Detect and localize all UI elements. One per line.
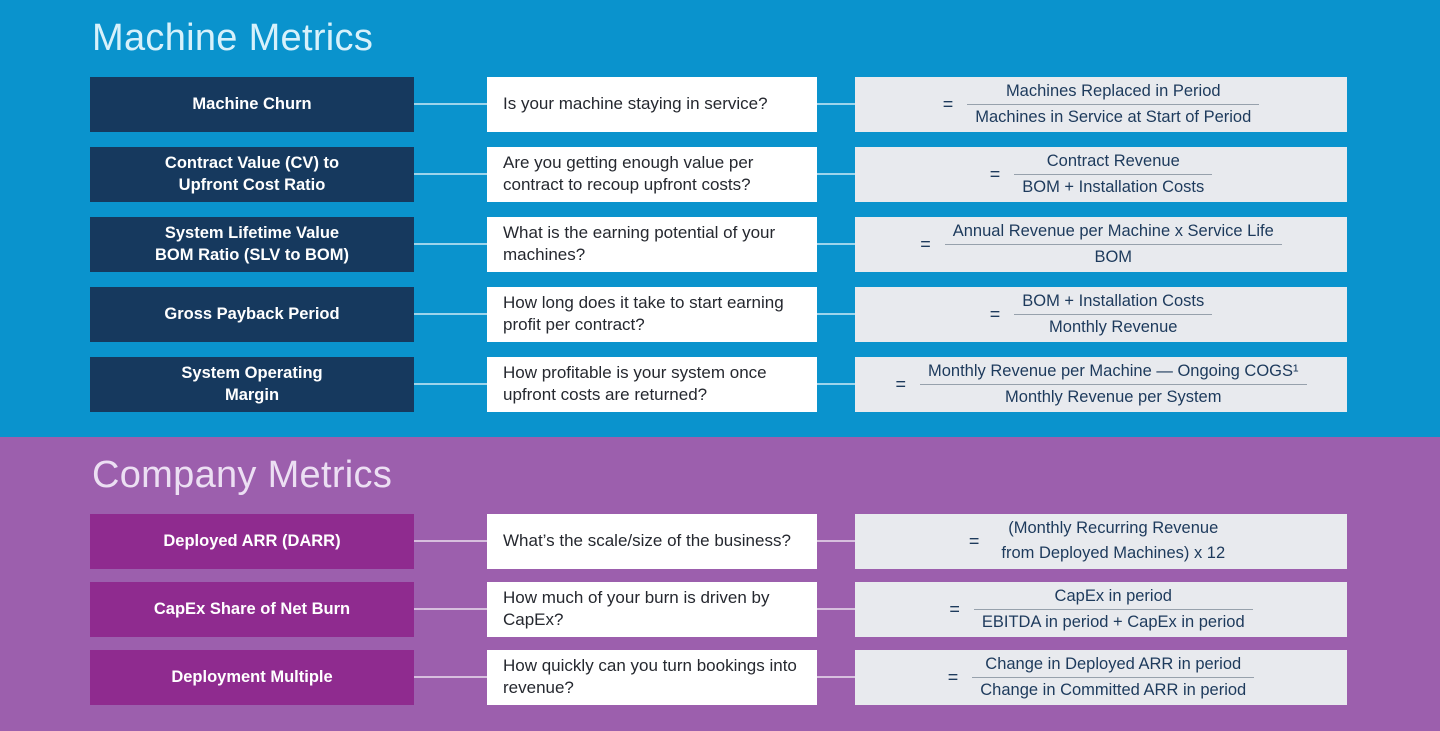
question-box: Is your machine staying in service? [487, 76, 817, 132]
metric-rows-container: Deployed ARR (DARR) What’s the scale/siz… [0, 513, 1440, 705]
metric-name-box: Deployed ARR (DARR) [90, 513, 414, 569]
metric-name-box: CapEx Share of Net Burn [90, 581, 414, 637]
formula-fraction: Monthly Revenue per Machine — Ongoing CO… [920, 361, 1307, 407]
equals-sign: = [942, 93, 954, 114]
formula-numerator: CapEx in period [973, 586, 1253, 610]
formula-numerator: Monthly Revenue per Machine — Ongoing CO… [920, 361, 1307, 385]
metric-row: CapEx Share of Net Burn How much of your… [90, 581, 1440, 637]
equals-sign: = [989, 163, 1001, 184]
formula-box: = BOM + Installation Costs Monthly Reven… [855, 286, 1347, 342]
formula-numerator: Machines Replaced in Period [967, 81, 1260, 105]
connector-line [414, 173, 487, 176]
connector-line [817, 103, 855, 106]
metric-row: Deployed ARR (DARR) What’s the scale/siz… [90, 513, 1440, 569]
equals-sign: = [920, 233, 931, 254]
company-metrics-section: Company Metrics Deployed ARR (DARR) What… [0, 437, 1440, 731]
connector-line [414, 608, 487, 611]
formula-box: = Annual Revenue per Machine x Service L… [855, 216, 1347, 272]
metric-row: System Lifetime Value BOM Ratio (SLV to … [90, 216, 1440, 272]
connector-line [414, 383, 487, 386]
formula-denominator: Monthly Revenue [1049, 317, 1178, 336]
formula-denominator: from Deployed Machines) x 12 [1001, 544, 1226, 563]
formula-numerator: BOM + Installation Costs [1014, 291, 1213, 315]
formula-fraction: Machines Replaced in Period Machines in … [967, 81, 1260, 127]
metric-row: System Operating Margin How profitable i… [90, 356, 1440, 412]
metric-name-box: Gross Payback Period [90, 286, 414, 342]
connector-line [414, 243, 487, 246]
formula-box: = (Monthly Recurring Revenue from Deploy… [855, 513, 1347, 569]
metric-rows-container: Machine Churn Is your machine staying in… [0, 76, 1440, 412]
formula-numerator: (Monthly Recurring Revenue [1008, 519, 1219, 538]
equals-sign: = [949, 598, 960, 619]
equals-sign: = [989, 303, 1001, 324]
connector-line [414, 676, 487, 679]
connector-line [817, 313, 855, 316]
connector-line [414, 540, 487, 543]
question-box: How quickly can you turn bookings into r… [487, 649, 817, 705]
equals-sign: = [895, 373, 906, 394]
metric-row: Gross Payback Period How long does it ta… [90, 286, 1440, 342]
connector-line [817, 608, 855, 611]
formula-box: = CapEx in period EBITDA in period + Cap… [855, 581, 1347, 637]
formula-fraction: Annual Revenue per Machine x Service Lif… [944, 221, 1282, 267]
machine-metrics-section: Machine Metrics Machine Churn Is your ma… [0, 0, 1440, 437]
metric-name-box: Deployment Multiple [90, 649, 414, 705]
metric-row: Machine Churn Is your machine staying in… [90, 76, 1440, 132]
formula-fraction: Change in Deployed ARR in period Change … [972, 654, 1255, 700]
formula-numerator: Change in Deployed ARR in period [972, 654, 1255, 678]
formula-numerator: Contract Revenue [1014, 151, 1213, 175]
question-box: How much of your burn is driven by CapEx… [487, 581, 817, 637]
formula-box: = Machines Replaced in Period Machines i… [855, 76, 1347, 132]
formula-denominator: Change in Committed ARR in period [980, 680, 1247, 699]
formula-box: = Contract Revenue BOM + Installation Co… [855, 146, 1347, 202]
connector-line [817, 383, 855, 386]
connector-line [414, 313, 487, 316]
connector-line [414, 103, 487, 106]
metric-name-box: Contract Value (CV) to Upfront Cost Rati… [90, 146, 414, 202]
formula-box: = Change in Deployed ARR in period Chang… [855, 649, 1347, 705]
connector-line [817, 676, 855, 679]
metric-row: Contract Value (CV) to Upfront Cost Rati… [90, 146, 1440, 202]
formula-denominator: BOM + Installation Costs [1022, 177, 1205, 196]
connector-line [817, 243, 855, 246]
formula-fraction: Contract Revenue BOM + Installation Cost… [1014, 151, 1213, 197]
connector-line [817, 173, 855, 176]
question-box: How profitable is your system once upfro… [487, 356, 817, 412]
equals-sign: = [968, 530, 980, 551]
metric-name-box: System Lifetime Value BOM Ratio (SLV to … [90, 216, 414, 272]
question-box: What’s the scale/size of the business? [487, 513, 817, 569]
formula-denominator: BOM [1094, 247, 1133, 266]
equals-sign: = [947, 666, 959, 687]
metric-row: Deployment Multiple How quickly can you … [90, 649, 1440, 705]
formula-denominator: Machines in Service at Start of Period [975, 107, 1252, 126]
question-box: Are you getting enough value per contrac… [487, 146, 817, 202]
formula-box: = Monthly Revenue per Machine — Ongoing … [855, 356, 1347, 412]
formula-denominator: Monthly Revenue per System [1005, 387, 1222, 406]
metric-name-box: Machine Churn [90, 76, 414, 132]
question-box: How long does it take to start earning p… [487, 286, 817, 342]
formula-denominator: EBITDA in period + CapEx in period [981, 612, 1245, 631]
metric-name-box: System Operating Margin [90, 356, 414, 412]
question-box: What is the earning potential of your ma… [487, 216, 817, 272]
formula-fraction: BOM + Installation Costs Monthly Revenue [1014, 291, 1213, 337]
connector-line [817, 540, 855, 543]
formula-fraction: (Monthly Recurring Revenue from Deployed… [993, 518, 1233, 563]
section-title: Company Metrics [92, 454, 393, 496]
formula-numerator: Annual Revenue per Machine x Service Lif… [944, 221, 1282, 245]
section-title: Machine Metrics [92, 17, 374, 59]
formula-fraction: CapEx in period EBITDA in period + CapEx… [973, 586, 1253, 632]
